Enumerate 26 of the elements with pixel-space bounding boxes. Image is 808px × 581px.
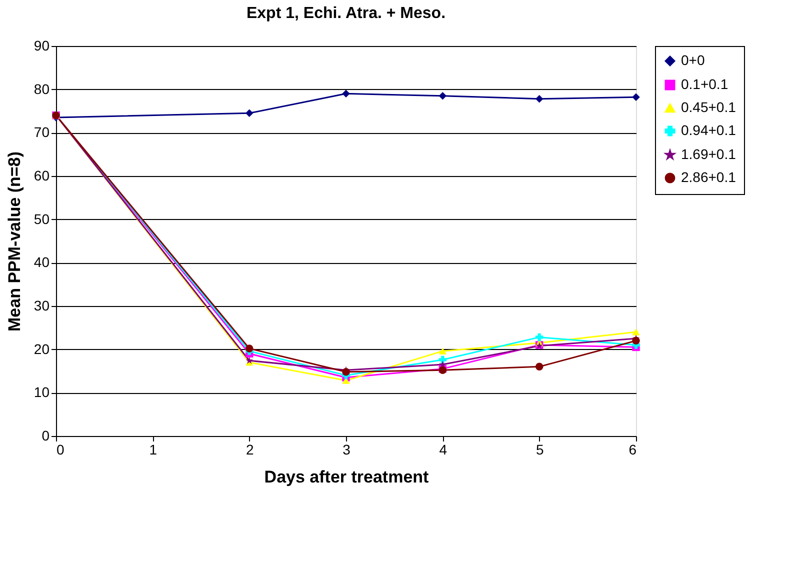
y-tick-label: 60 — [34, 168, 50, 184]
x-tick-label: 3 — [342, 442, 351, 458]
legend-label: 1.69+0.1 — [681, 146, 736, 162]
chart-title: Expt 1, Echi. Atra. + Meso. — [246, 5, 446, 22]
y-tick-label: 70 — [34, 124, 50, 140]
y-tick-label: 90 — [34, 38, 50, 54]
legend-label: 2.86+0.1 — [681, 169, 736, 185]
x-tick-label: 4 — [439, 442, 448, 458]
y-tick-label: 40 — [34, 254, 50, 270]
legend-label: 0+0 — [681, 52, 705, 68]
y-tick-label: 80 — [34, 80, 50, 97]
y-tick-label: 30 — [34, 298, 50, 314]
y-axis-title: Mean PPM-value (n=8) — [4, 152, 24, 332]
y-tick-label: 0 — [42, 428, 50, 444]
x-axis-title: Days after treatment — [264, 468, 430, 486]
x-tick-label: 1 — [149, 442, 158, 458]
y-tick-label: 10 — [34, 384, 50, 400]
x-tick-label: 6 — [628, 442, 637, 458]
x-tick-label: 0 — [56, 442, 64, 458]
legend-label: 0.45+0.1 — [681, 99, 736, 115]
x-tick-label: 5 — [536, 442, 544, 458]
legend-label: 0.1+0.1 — [681, 76, 728, 92]
legend-label: 0.94+0.1 — [681, 122, 736, 138]
x-tick-label: 2 — [246, 442, 254, 458]
y-tick-label: 50 — [34, 210, 50, 227]
y-tick-label: 20 — [34, 340, 50, 357]
